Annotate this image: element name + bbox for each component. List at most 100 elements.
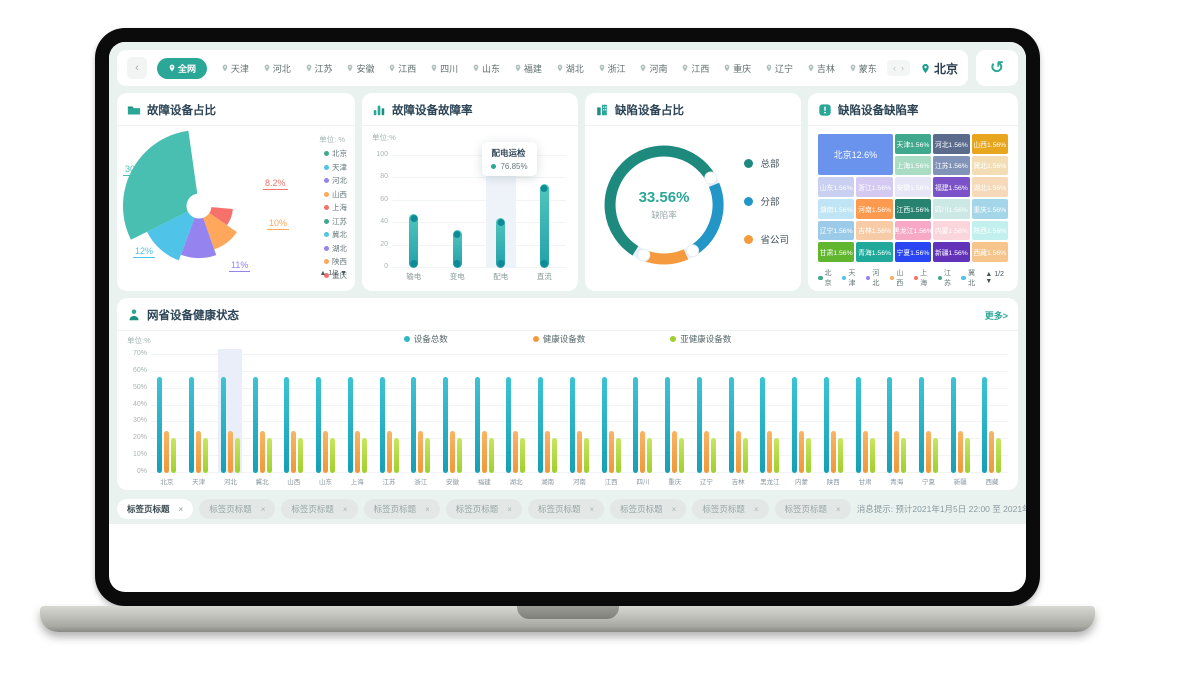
health-group-重庆[interactable]: 重庆: [659, 355, 691, 486]
health-group-北京[interactable]: 北京: [151, 355, 183, 486]
region-tab-4[interactable]: 安徽: [346, 62, 374, 75]
region-tab-7[interactable]: 山东: [472, 62, 500, 75]
pager-right-icon[interactable]: ›: [900, 63, 904, 73]
gauge-ring[interactable]: [593, 134, 735, 276]
bar-亚健康设备数[interactable]: [742, 437, 748, 473]
region-tab-1[interactable]: 天津: [221, 62, 249, 75]
bar-配电[interactable]: [496, 217, 506, 268]
bar-设备总数[interactable]: [569, 376, 575, 473]
treemap-cell-甘肃1.56%[interactable]: 甘肃1.56%: [818, 242, 855, 262]
tab-close-icon[interactable]: ×: [178, 504, 184, 514]
treemap-cell-河南1.56%[interactable]: 河南1.56%: [856, 198, 893, 219]
health-group-陕西[interactable]: 陕西: [817, 355, 849, 486]
treemap-cell-新疆1.56%[interactable]: 新疆1.56%: [933, 242, 970, 262]
bar-亚健康设备数[interactable]: [393, 437, 399, 473]
bar-设备总数[interactable]: [474, 376, 480, 473]
legend-item-河北[interactable]: 河北: [324, 175, 347, 186]
bar-健康设备数[interactable]: [830, 430, 836, 473]
bar-设备总数[interactable]: [189, 376, 195, 473]
bar-设备总数[interactable]: [950, 376, 956, 473]
bar-亚健康设备数[interactable]: [520, 437, 526, 473]
bar-健康设备数[interactable]: [925, 430, 931, 473]
treemap-cell-辽宁1.56%[interactable]: 辽宁1.56%: [818, 220, 855, 241]
gauge-segment-总部[interactable]: [604, 145, 716, 256]
bar-亚健康设备数[interactable]: [615, 437, 621, 473]
legend-item-天津[interactable]: 天津: [324, 162, 347, 173]
bar-健康设备数[interactable]: [767, 430, 773, 473]
health-group-内蒙[interactable]: 内蒙: [786, 355, 818, 486]
region-tab-2[interactable]: 河北: [263, 62, 291, 75]
bar-设备总数[interactable]: [760, 376, 766, 473]
treemap-cell-湖北1.56%[interactable]: 湖北1.56%: [971, 177, 1008, 197]
bar-设备总数[interactable]: [696, 376, 702, 473]
bar-输电[interactable]: [409, 214, 419, 268]
health-group-河南[interactable]: 河南: [564, 355, 596, 486]
health-group-四川[interactable]: 四川: [627, 355, 659, 486]
legend-item-山西[interactable]: 山西: [889, 268, 907, 288]
page-tab-3[interactable]: 标签页标题 ×: [363, 499, 440, 519]
bar-设备总数[interactable]: [284, 376, 290, 473]
region-tab-16[interactable]: 蒙东: [849, 62, 877, 75]
treemap-cell-山西1.56%[interactable]: 山西1.56%: [971, 134, 1008, 154]
health-group-浙江[interactable]: 浙江: [405, 355, 437, 486]
bar-亚健康设备数[interactable]: [806, 437, 812, 473]
bar-健康设备数[interactable]: [227, 430, 233, 473]
bar-健康设备数[interactable]: [672, 430, 678, 473]
region-tab-8[interactable]: 福建: [514, 62, 542, 75]
page-tab-6[interactable]: 标签页标题 ×: [610, 499, 687, 519]
treemap-cell-内蒙1.56%[interactable]: 内蒙1.56%: [933, 220, 970, 241]
bar-设备总数[interactable]: [665, 376, 671, 473]
reset-button[interactable]: ↺: [976, 50, 1018, 86]
bar-健康设备数[interactable]: [862, 430, 868, 473]
legend-item-冀北[interactable]: 冀北: [961, 268, 978, 288]
bar-健康设备数[interactable]: [989, 430, 995, 473]
pie-slice-山西[interactable]: [199, 206, 237, 250]
bar-设备总数[interactable]: [379, 376, 385, 473]
region-tab-6[interactable]: 四川: [430, 62, 458, 75]
bar-健康设备数[interactable]: [608, 430, 614, 473]
bar-设备总数[interactable]: [442, 376, 448, 473]
legend-item-省公司[interactable]: 省公司: [744, 232, 789, 246]
bar-健康设备数[interactable]: [418, 430, 424, 473]
health-group-西藏[interactable]: 西藏: [976, 355, 1008, 486]
bar-设备总数[interactable]: [823, 376, 829, 473]
health-group-冀北[interactable]: 冀北: [246, 355, 278, 486]
legend-item-陕西[interactable]: 陕西: [324, 256, 347, 267]
more-link[interactable]: 更多>: [984, 310, 1008, 321]
bar-健康设备数[interactable]: [386, 430, 392, 473]
legend-item-重庆[interactable]: 重庆: [324, 270, 347, 281]
region-tab-5[interactable]: 江西: [388, 62, 416, 75]
bar-直流[interactable]: [539, 184, 549, 268]
legend-item-健康设备数[interactable]: 健康设备数: [532, 333, 585, 345]
bar-亚健康设备数[interactable]: [171, 437, 177, 473]
treemap-cell-西藏1.56%[interactable]: 西藏1.56%: [971, 242, 1008, 262]
bar-group-直流[interactable]: 直流: [523, 156, 567, 281]
treemap-cell-重庆1.56%[interactable]: 重庆1.56%: [971, 198, 1008, 219]
bar-设备总数[interactable]: [633, 376, 639, 473]
health-group-青海[interactable]: 青海: [881, 355, 913, 486]
pie-slice-天津[interactable]: [147, 206, 199, 261]
page-tab-7[interactable]: 标签页标题 ×: [692, 499, 769, 519]
region-tab-14[interactable]: 辽宁: [765, 62, 793, 75]
bar-亚健康设备数[interactable]: [774, 437, 780, 473]
treemap-cell-江苏1.56%[interactable]: 江苏1.56%: [933, 155, 970, 176]
bar-亚健康设备数[interactable]: [425, 437, 431, 473]
treemap-cell-宁夏1.56%[interactable]: 宁夏1.56%: [894, 242, 932, 262]
bar-健康设备数[interactable]: [957, 430, 963, 473]
bar-健康设备数[interactable]: [259, 430, 265, 473]
treemap-cell-山东1.56%[interactable]: 山东1.56%: [818, 177, 855, 197]
legend-item-上海[interactable]: 上海: [324, 202, 347, 213]
legend-item-河北[interactable]: 河北: [865, 268, 883, 288]
bar-亚健康设备数[interactable]: [456, 437, 462, 473]
treemap-cell-河北1.56%[interactable]: 河北1.56%: [933, 134, 970, 154]
pie-slice-河北[interactable]: [180, 206, 217, 258]
bar-健康设备数[interactable]: [323, 430, 329, 473]
pie-slice-北京[interactable]: [122, 130, 199, 240]
tab-close-icon[interactable]: ×: [589, 504, 595, 514]
bar-健康设备数[interactable]: [449, 430, 455, 473]
tab-close-icon[interactable]: ×: [260, 504, 266, 514]
page-tab-1[interactable]: 标签页标题 ×: [199, 499, 276, 519]
health-group-甘肃[interactable]: 甘肃: [849, 355, 881, 486]
page-tab-5[interactable]: 标签页标题 ×: [527, 499, 605, 519]
region-tab-0[interactable]: 全网: [157, 57, 208, 79]
